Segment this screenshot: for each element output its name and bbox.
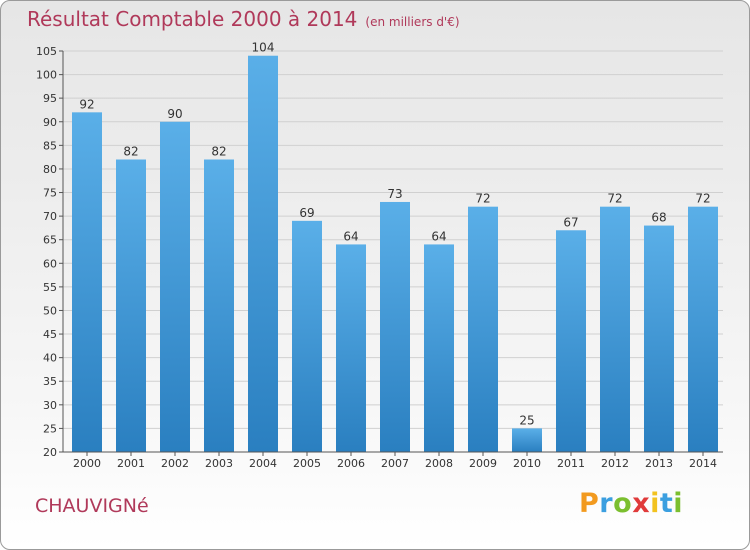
labels: 20 25 30 35 40 45 50 55 60 65 70 75 80 85 90 95 100 105 20… [36,41,717,470]
x-tick-label: 2001 [117,457,145,470]
bar-2004 [248,55,278,452]
data-label: 92 [79,97,94,111]
data-label: 67 [563,215,578,229]
y-tick-label: 20 [43,446,57,459]
y-tick-label: 60 [43,257,57,270]
x-tick-label: 2000 [73,457,101,470]
x-tick-label: 2013 [645,457,673,470]
data-label: 104 [252,41,275,55]
commune-name: CHAUVIGNé [35,495,149,517]
bar-2011 [556,230,586,452]
y-tick-label: 70 [43,210,57,223]
data-label: 72 [475,192,490,206]
bar-2008 [424,244,454,452]
logo-letter: t [659,488,674,519]
x-tick-label: 2002 [161,457,189,470]
data-label: 73 [387,187,402,201]
data-label: 82 [123,145,138,159]
logo-letter: r [599,488,614,519]
data-label: 64 [431,229,446,243]
chart-subtitle: (en milliers d'€) [365,15,460,29]
data-label: 69 [299,206,314,220]
y-tick-label: 45 [43,328,57,341]
x-tick-label: 2012 [601,457,629,470]
y-tick-label: 35 [43,375,57,388]
logo-letter: i [673,488,684,519]
y-tick-label: 100 [36,69,57,82]
bar-2000 [72,112,102,453]
x-tick-label: 2011 [557,457,585,470]
x-tick-label: 2008 [425,457,453,470]
proxiti-logo: Proxiti [579,488,683,519]
bar-2006 [336,244,366,452]
bar-2007 [380,201,410,452]
bar-2003 [204,159,234,452]
data-label: 90 [167,107,182,121]
data-label: 82 [211,145,226,159]
y-tick-label: 95 [43,92,57,105]
x-tick-label: 2007 [381,457,409,470]
bar-2014 [688,206,718,452]
data-label: 64 [343,229,358,243]
data-label: 68 [651,211,666,225]
x-tick-label: 2009 [469,457,497,470]
y-tick-label: 30 [43,399,57,412]
y-tick-label: 65 [43,234,57,247]
bar-2013 [644,225,674,452]
x-tick-label: 2004 [249,457,277,470]
bar-2010 [512,428,542,452]
chart-title: Résultat Comptable 2000 à 2014 (en millie… [27,7,460,31]
bar-2009 [468,206,498,452]
bar-2012 [600,206,630,452]
logo-letter: P [579,488,600,519]
x-tick-label: 2006 [337,457,365,470]
logo-letter: x [632,488,651,519]
data-label: 72 [695,192,710,206]
data-label: 25 [519,413,534,427]
x-tick-label: 2003 [205,457,233,470]
chart-title-text: Résultat Comptable 2000 à 2014 [27,7,358,31]
bar-2001 [116,159,146,452]
data-label: 72 [607,192,622,206]
logo-letter: i [650,488,660,519]
bar-2002 [160,121,190,452]
x-tick-label: 2010 [513,457,541,470]
y-tick-label: 25 [43,422,57,435]
y-tick-label: 90 [43,116,57,129]
y-tick-label: 50 [43,304,57,317]
y-tick-label: 75 [43,187,57,200]
y-tick-label: 40 [43,352,57,365]
y-tick-label: 80 [43,163,57,176]
y-tick-label: 105 [36,45,57,58]
bar-2005 [292,220,322,452]
y-tick-label: 85 [43,139,57,152]
x-tick-label: 2005 [293,457,321,470]
x-tick-label: 2014 [689,457,717,470]
logo-letter: o [613,488,633,519]
bars [72,55,718,453]
y-tick-label: 55 [43,281,57,294]
axes [59,50,723,456]
